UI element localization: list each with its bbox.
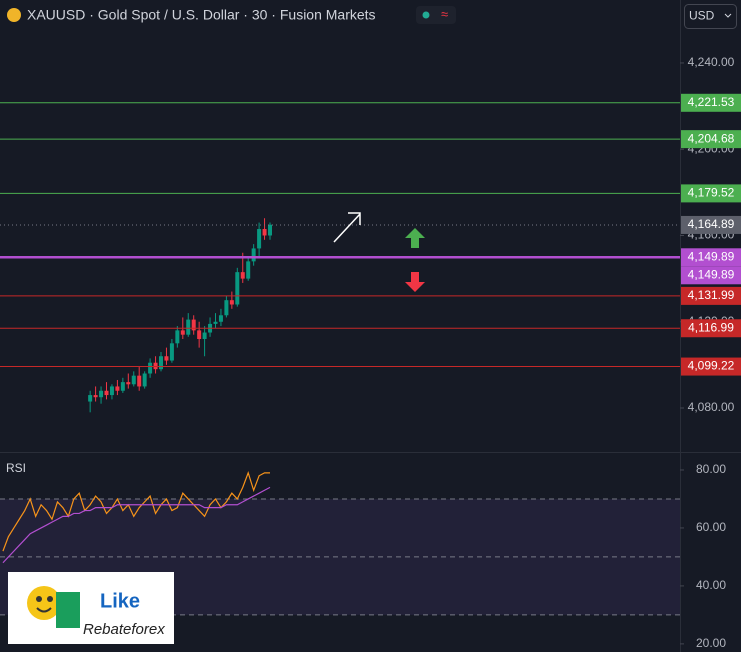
logo-face [27,586,61,620]
currency-label: USD [689,9,715,23]
symbol-title[interactable]: XAUUSD · Gold Spot / U.S. Dollar · 30 · … [27,7,376,23]
rsi-line [2,486,271,564]
price-level-tag [681,248,741,267]
candle-body [197,330,202,339]
candle-body [88,395,93,402]
price-level-label: 4,116.99 [688,320,734,334]
candle-body [169,343,174,361]
rsi-line [2,471,270,552]
candle-body [224,300,229,316]
pane-title: RSI [6,461,26,475]
candle-body [120,382,125,391]
candle-body [251,248,256,262]
price-level-tag [681,319,741,338]
y-tick-label: 4,240.00 [688,55,735,69]
logo-note [56,592,80,628]
logo-word: Like [100,590,140,612]
last-price-label: 4,164.89 [688,217,735,231]
price-level-tag [681,286,741,305]
candle-body [235,272,240,305]
y-tick-label: 80.00 [696,462,726,476]
price-level-tag [681,130,741,149]
candle-body [142,373,147,387]
price-level-tag [681,93,741,112]
y-tick-label: 60.00 [696,520,726,534]
candle-body [246,261,251,279]
down-arrow [405,272,425,292]
candle-body [126,382,131,385]
up-arrow [405,228,425,248]
logo-smile [36,607,52,613]
price-level-tag [681,266,741,285]
logo-eye [47,596,53,602]
y-tick-label: 20.00 [696,636,726,650]
candle-body [257,229,262,249]
candle-body [99,390,104,398]
price-level-tag [681,184,741,203]
status-dot [422,11,430,19]
candle-body [159,356,163,370]
candle-body [213,321,218,324]
price-level-label: 4,221.53 [688,95,735,109]
price-level-label: 4,149.89 [688,249,735,263]
logo-eye [36,596,42,602]
status-badge-text: ≈ [441,6,448,21]
candle-body [164,356,169,361]
candle-body [153,362,158,370]
candle-body [191,319,196,331]
candle-body [93,395,98,398]
candle-body [218,315,223,322]
dropdown-chevron [724,13,732,18]
currency-button[interactable] [684,4,737,29]
candle-body [175,330,180,344]
candle-body [115,386,120,391]
last-price-tag [681,215,741,234]
y-tick-label: 4,080.00 [688,400,735,414]
y-tick-label: 40.00 [696,578,726,592]
candle-body [240,272,245,279]
status-badge[interactable] [416,6,456,24]
candle-body [262,229,267,236]
candle-body [180,330,185,335]
candle-body [268,224,272,236]
trend-arrow [333,212,361,243]
price-level-label: 4,099.22 [688,359,735,373]
price-level-label: 4,204.68 [688,131,735,145]
candle-body [104,390,109,396]
candle-body [229,300,234,305]
candle-body [137,375,142,387]
candle-body [131,375,136,385]
candle-body [186,319,191,335]
price-level-label: 4,131.99 [688,288,735,302]
logo-brand: Rebateforex [83,621,165,638]
price-level-label: 4,149.89 [688,267,735,281]
candle-body [109,386,114,396]
candle-body [148,362,153,374]
price-level-label: 4,179.52 [688,186,735,200]
candle-body [202,332,207,339]
symbol-icon [7,8,21,22]
price-level-tag [681,357,741,376]
